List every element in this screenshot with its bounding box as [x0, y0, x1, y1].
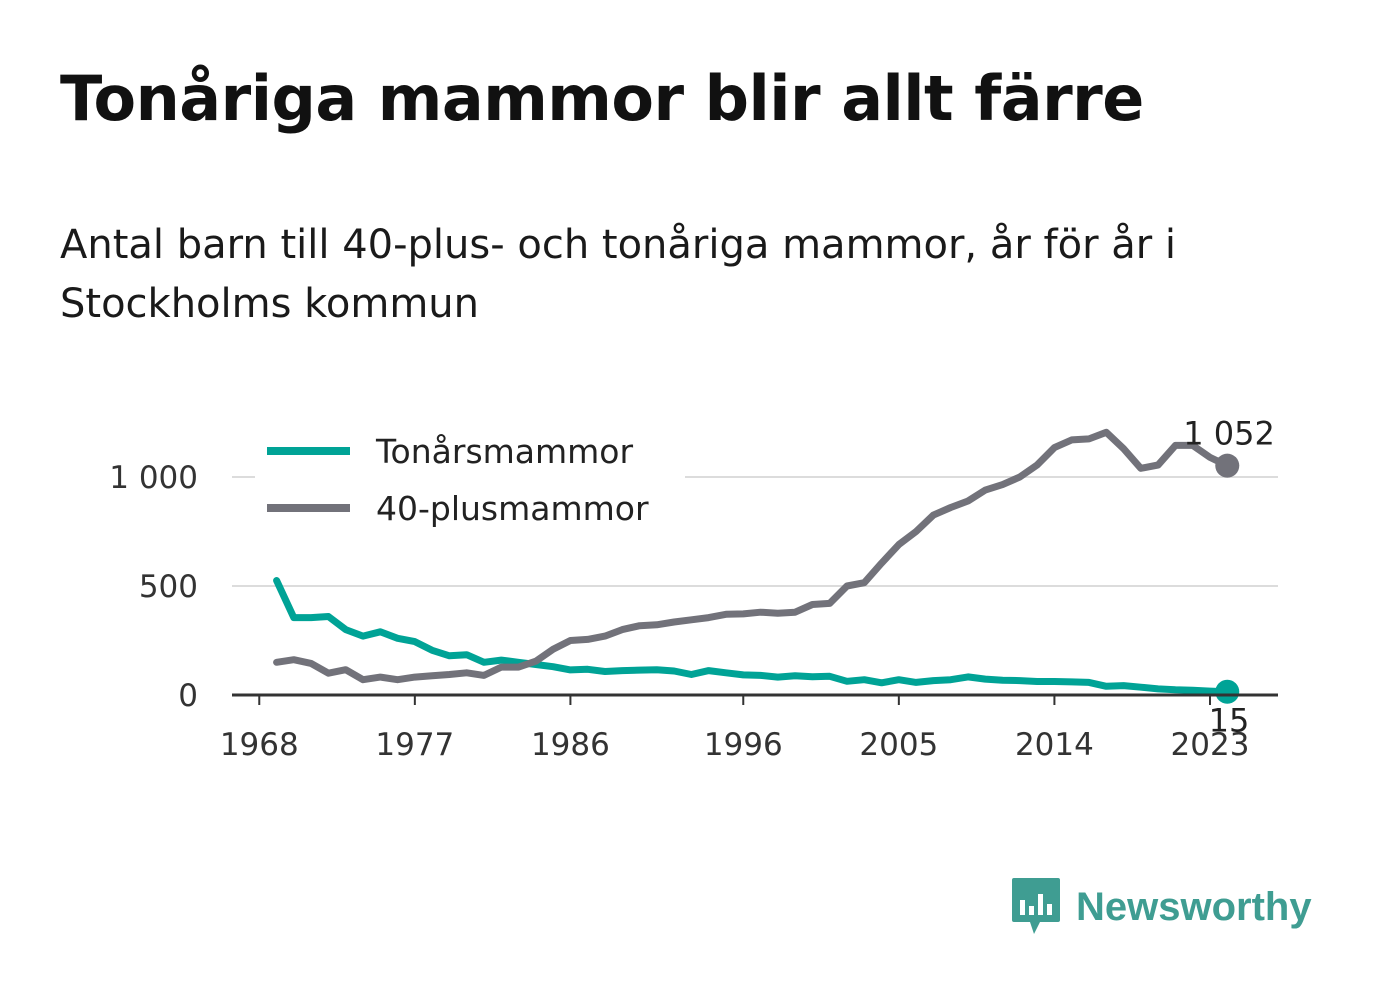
- end-point-marker: [1215, 453, 1240, 478]
- series-line-tonarsmammor: [273, 577, 1231, 696]
- x-tick-label: 1996: [704, 727, 783, 763]
- end-label-tonarsmammor: 15: [1209, 702, 1250, 740]
- x-tick-label: 1968: [220, 727, 299, 763]
- legend-label: 40-plusmammor: [376, 489, 649, 528]
- y-tick-label: 500: [139, 569, 198, 605]
- series-lines: [273, 428, 1240, 704]
- chart-subtitle: Antal barn till 40-plus- och tonåriga ma…: [60, 222, 1177, 327]
- x-tick-label: 1986: [531, 727, 610, 763]
- bar-chart-speech-bubble-icon: [1012, 878, 1060, 934]
- x-tick-label: 2005: [859, 727, 938, 763]
- legend-background: [255, 426, 685, 538]
- end-point-marker: [1215, 679, 1240, 704]
- newsworthy-logo: Newsworthy: [1010, 876, 1312, 938]
- series-line-40-plusmammor: [273, 428, 1231, 684]
- legend: Tonårsmammor 40-plusmammor: [255, 426, 685, 538]
- y-tick-label: 1 000: [109, 460, 198, 496]
- x-tick-label: 2014: [1015, 727, 1094, 763]
- line-chart: Tonårsmammor 40-plusmammor 0 500 1 000 1968 1…: [109, 415, 1278, 763]
- axes: 0 500 1 000 1968 1977 1986 1996 2005 2014 2023: [109, 460, 1278, 763]
- x-tick-label: 1977: [375, 727, 454, 763]
- end-label-40-plusmammor: 1 052: [1183, 415, 1275, 453]
- chart-title: Tonåriga mammor blir allt färre: [60, 62, 1144, 135]
- brand-name: Newsworthy: [1076, 884, 1312, 929]
- end-labels: 15 1 052: [1183, 415, 1275, 740]
- x-tick-label: 2023: [1171, 727, 1250, 763]
- legend-label: Tonårsmammor: [375, 432, 633, 471]
- y-tick-label: 0: [178, 678, 198, 714]
